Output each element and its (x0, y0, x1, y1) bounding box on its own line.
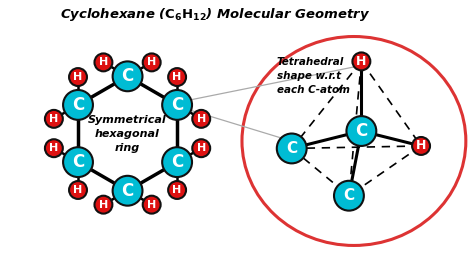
Text: H: H (197, 143, 206, 153)
Circle shape (69, 68, 87, 86)
Circle shape (143, 54, 161, 71)
Circle shape (63, 147, 93, 177)
Text: H: H (99, 57, 108, 67)
Text: Tetrahedral
shape w.r.t
each C-atom: Tetrahedral shape w.r.t each C-atom (277, 57, 350, 95)
Text: C: C (343, 188, 355, 203)
Circle shape (45, 110, 63, 128)
Text: C: C (171, 96, 183, 114)
Text: H: H (73, 72, 82, 82)
Circle shape (168, 181, 186, 199)
Text: H: H (356, 55, 366, 68)
Circle shape (162, 147, 192, 177)
Circle shape (277, 134, 307, 163)
Text: H: H (173, 72, 182, 82)
Circle shape (192, 139, 210, 157)
Text: H: H (147, 57, 156, 67)
Text: C: C (72, 96, 84, 114)
Text: Symmetrical
hexagonal
ring: Symmetrical hexagonal ring (88, 115, 167, 153)
Text: H: H (99, 200, 108, 210)
Text: H: H (147, 200, 156, 210)
Circle shape (412, 137, 430, 155)
Text: C: C (121, 67, 134, 85)
Circle shape (69, 181, 87, 199)
Circle shape (168, 68, 186, 86)
Text: C: C (355, 122, 367, 140)
Circle shape (334, 181, 364, 211)
Circle shape (352, 52, 370, 70)
Text: H: H (49, 143, 58, 153)
Circle shape (94, 54, 112, 71)
Circle shape (45, 139, 63, 157)
Circle shape (63, 90, 93, 120)
Text: H: H (416, 139, 426, 152)
Circle shape (346, 116, 376, 146)
Circle shape (94, 196, 112, 214)
Circle shape (143, 196, 161, 214)
Text: H: H (173, 185, 182, 195)
Text: H: H (73, 185, 82, 195)
Circle shape (192, 110, 210, 128)
Text: H: H (197, 114, 206, 124)
Text: Cyclohexane ($\mathbf{C_6H_{12}}$) Molecular Geometry: Cyclohexane ($\mathbf{C_6H_{12}}$) Molec… (60, 6, 370, 23)
Text: C: C (121, 182, 134, 200)
Text: C: C (286, 141, 297, 156)
Circle shape (162, 90, 192, 120)
Circle shape (113, 176, 143, 206)
Circle shape (113, 61, 143, 91)
Text: H: H (49, 114, 58, 124)
Text: C: C (171, 153, 183, 171)
Text: C: C (72, 153, 84, 171)
